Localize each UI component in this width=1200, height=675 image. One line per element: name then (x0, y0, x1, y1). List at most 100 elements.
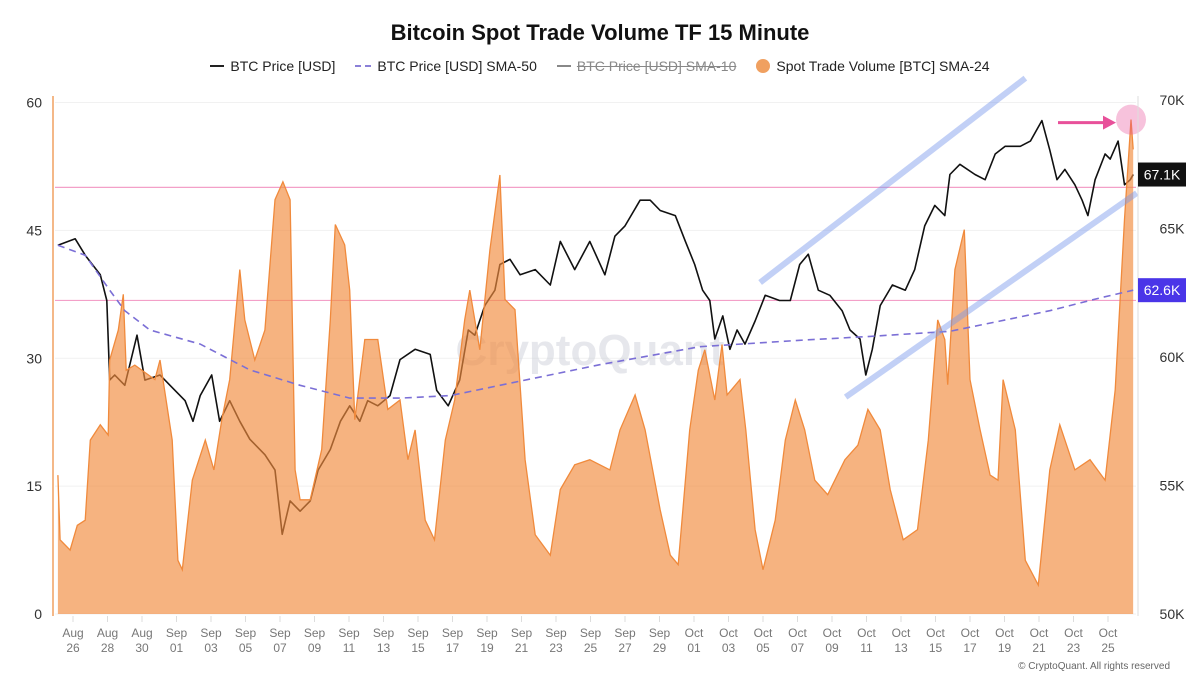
x-tick-day: 13 (894, 641, 908, 655)
x-tick-day: 09 (308, 641, 322, 655)
x-tick-day: 07 (273, 641, 287, 655)
value-badge (1138, 278, 1186, 303)
arrow-right-icon (1103, 115, 1116, 130)
value-badge (1138, 162, 1186, 187)
x-tick-month: Oct (857, 626, 876, 640)
x-tick-month: Oct (719, 626, 738, 640)
legend-label: BTC Price [USD] (230, 58, 336, 74)
x-tick-month: Sep (407, 626, 429, 640)
grey-line-swatch-icon (556, 65, 571, 67)
x-tick-month: Aug (97, 626, 118, 640)
left-tick-label: 0 (34, 606, 42, 622)
x-tick-day: 17 (446, 641, 460, 655)
x-tick-month: Oct (892, 626, 911, 640)
x-tick-day: 23 (1067, 641, 1081, 655)
x-tick-day: 27 (618, 641, 632, 655)
solid-line-swatch-icon (210, 65, 225, 67)
volume-line (57, 119, 1134, 588)
volume-area (57, 119, 1134, 614)
x-tick-day: 15 (411, 641, 425, 655)
legend-item-btc-price[interactable]: BTC Price [USD] (210, 58, 335, 74)
right-axis-ticks: 50K 55K 60K 65K 70K (1160, 92, 1186, 622)
legend: BTC Price [USD] BTC Price [USD] SMA-50 B… (0, 58, 1200, 74)
x-tick-day: 11 (343, 641, 356, 655)
x-tick-day: 30 (135, 641, 149, 655)
x-tick-day: 25 (1101, 641, 1115, 655)
x-tick-day: 03 (722, 641, 736, 655)
left-tick-label: 60 (26, 95, 42, 111)
x-tick-day: 29 (653, 641, 667, 655)
legend-item-sma50[interactable]: BTC Price [USD] SMA-50 (355, 58, 537, 74)
right-tick-label: 55K (1160, 478, 1186, 494)
right-tick-label: 70K (1160, 92, 1186, 108)
x-tick-day: 01 (170, 641, 184, 655)
right-tick-label: 60K (1160, 349, 1186, 365)
x-tick-month: Sep (166, 626, 188, 640)
x-tick-day: 23 (549, 641, 563, 655)
x-tick-month: Sep (442, 626, 464, 640)
x-tick-month: Oct (961, 626, 980, 640)
trend-channel-line (758, 75, 1028, 285)
x-tick-month: Oct (788, 626, 807, 640)
x-tick-month: Sep (511, 626, 533, 640)
x-tick-month: Oct (995, 626, 1014, 640)
x-tick-day: 05 (239, 641, 253, 655)
right-tick-label: 65K (1160, 221, 1186, 237)
x-tick-day: 13 (377, 641, 391, 655)
sma50-line (57, 244, 1134, 399)
x-axis-ticks: Aug26Aug28Aug30Sep01Sep03Sep05Sep07Sep09… (62, 616, 1118, 655)
x-tick-day: 26 (66, 641, 80, 655)
legend-label: BTC Price [USD] SMA-10 (576, 58, 737, 74)
value-badges: 67.1K 62.6K (1138, 162, 1186, 303)
trend-channel-line (843, 190, 1139, 400)
x-tick-month: Sep (235, 626, 257, 640)
x-tick-month: Sep (649, 626, 671, 640)
x-tick-day: 03 (204, 641, 218, 655)
legend-label: BTC Price [USD] SMA-50 (377, 58, 537, 74)
highlight-annotation (1058, 104, 1146, 135)
x-tick-month: Oct (1030, 626, 1049, 640)
x-tick-day: 19 (480, 641, 494, 655)
x-tick-month: Oct (1064, 626, 1083, 640)
volume-series (57, 119, 1134, 614)
x-tick-month: Sep (614, 626, 636, 640)
left-tick-label: 30 (26, 350, 42, 366)
copyright: © CryptoQuant. All rights reserved (1018, 661, 1170, 672)
highlight-circle (1116, 104, 1146, 135)
x-tick-month: Oct (926, 626, 945, 640)
right-tick-label: 50K (1160, 606, 1186, 622)
legend-item-sma10[interactable]: BTC Price [USD] SMA-10 (556, 58, 737, 74)
left-tick-label: 45 (26, 222, 42, 238)
x-tick-month: Oct (823, 626, 842, 640)
x-tick-day: 25 (584, 641, 598, 655)
dashed-line-swatch-icon (355, 65, 372, 67)
trend-channel (758, 75, 1139, 400)
value-badge-label: 67.1K (1144, 167, 1181, 183)
reference-lines (55, 186, 1136, 302)
x-tick-month: Oct (754, 626, 773, 640)
x-tick-month: Sep (476, 626, 498, 640)
value-badge-label: 62.6K (1144, 282, 1181, 298)
x-tick-day: 05 (756, 641, 770, 655)
x-tick-day: 28 (101, 641, 115, 655)
x-tick-month: Oct (1099, 626, 1118, 640)
x-tick-month: Sep (200, 626, 222, 640)
x-tick-day: 11 (860, 641, 873, 655)
x-tick-day: 21 (1032, 641, 1046, 655)
x-tick-day: 07 (791, 641, 805, 655)
left-tick-label: 15 (26, 478, 42, 494)
x-tick-day: 15 (929, 641, 943, 655)
legend-label: Spot Trade Volume [BTC] SMA-24 (776, 58, 990, 74)
legend-item-volume[interactable]: Spot Trade Volume [BTC] SMA-24 (756, 58, 990, 74)
x-tick-day: 19 (998, 641, 1012, 655)
x-tick-day: 01 (687, 641, 701, 655)
x-tick-month: Aug (131, 626, 152, 640)
left-axis-ticks: 0 15 30 45 60 (26, 95, 42, 622)
x-tick-month: Sep (269, 626, 291, 640)
x-tick-month: Oct (685, 626, 704, 640)
x-tick-month: Sep (304, 626, 326, 640)
x-tick-day: 21 (515, 641, 529, 655)
x-tick-month: Sep (580, 626, 602, 640)
orange-dot-swatch-icon (756, 59, 771, 73)
